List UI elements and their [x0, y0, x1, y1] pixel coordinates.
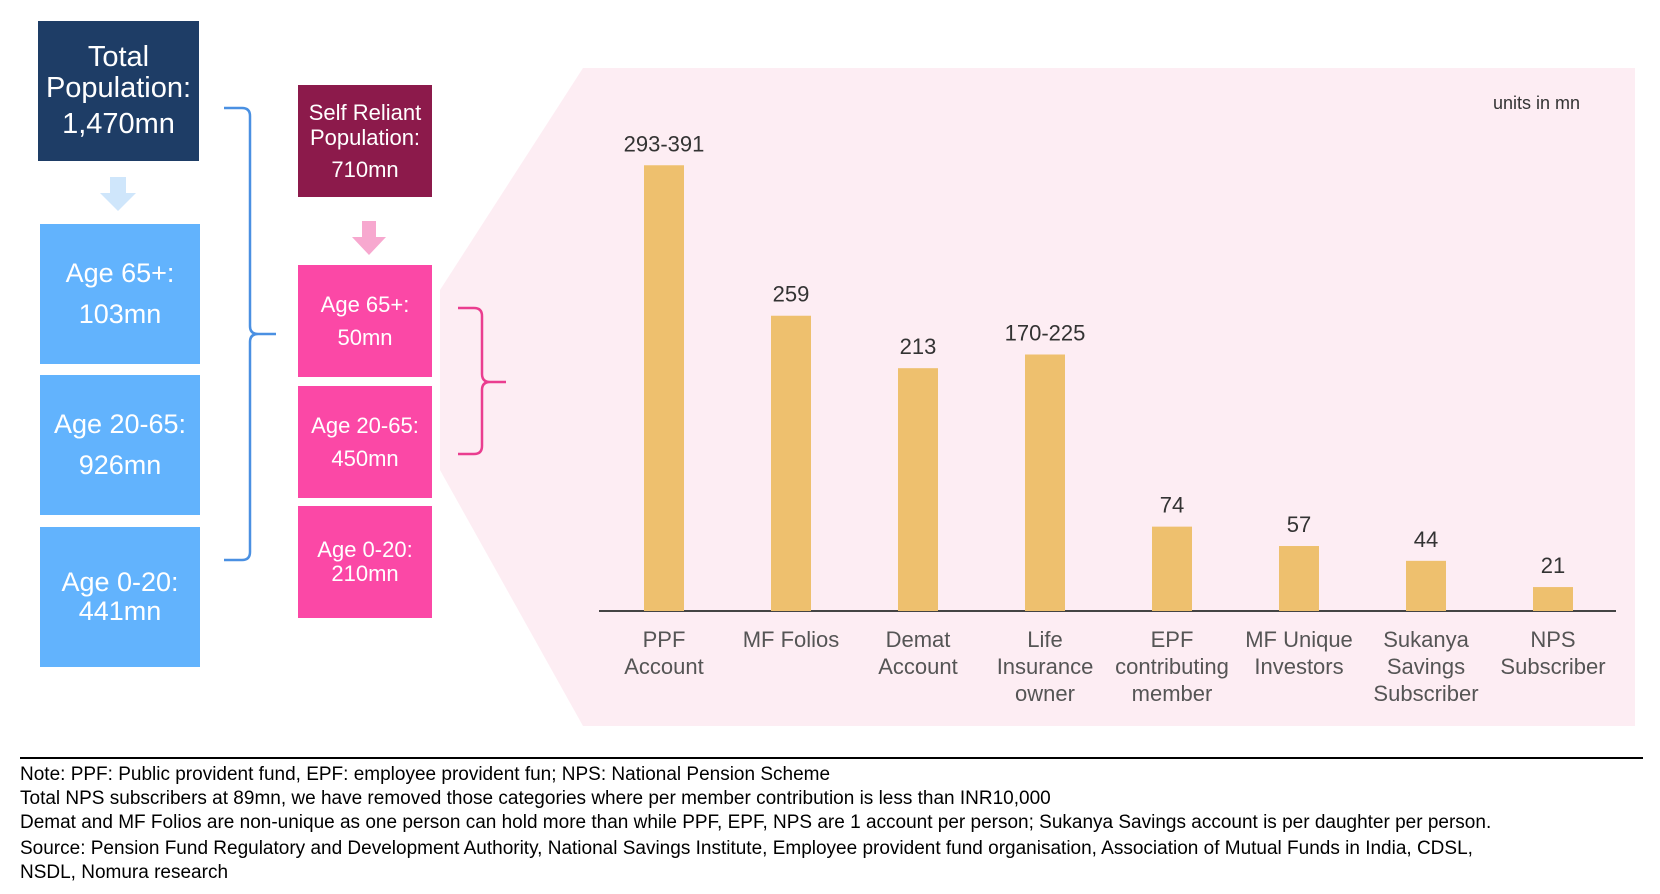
bar — [898, 368, 938, 611]
category-label: EPF contributing member — [1115, 627, 1229, 706]
total-population-box: Total Population: 1,470mn — [38, 21, 199, 161]
self-age-group-label: Age 20-65: — [311, 413, 419, 438]
self-reliant-subtitle: Population: — [309, 125, 421, 150]
self-age-group-box-20-65: Age 20-65: 450mn — [298, 386, 432, 498]
note-line: NSDL, Nomura research — [20, 862, 229, 883]
bar-value-label: 44 — [1414, 527, 1438, 552]
self-age-group-label: Age 65+: — [320, 292, 410, 317]
bar-value-label: 213 — [900, 334, 937, 359]
bar-value-label: 170-225 — [1005, 321, 1086, 346]
bar — [1406, 560, 1446, 611]
category-label: NPS Subscriber — [1500, 627, 1605, 679]
bar — [1533, 587, 1573, 611]
bar — [771, 315, 811, 611]
note-line: Source: Pension Fund Regulatory and Deve… — [20, 838, 1473, 859]
self-age-group-value: 450mn — [331, 446, 399, 471]
age-group-label: Age 65+: — [65, 258, 175, 288]
category-label: PPF Account — [624, 627, 704, 679]
category-label: Sukanya Savings Subscriber — [1373, 627, 1478, 706]
total-population-subtitle: Population: — [45, 72, 192, 104]
units-note: units in mn — [1493, 93, 1580, 113]
bar-value-label: 21 — [1541, 553, 1565, 578]
total-population-title: Total — [87, 41, 150, 73]
age-group-value: 103mn — [78, 299, 162, 329]
category-label: MF Unique Investors — [1245, 627, 1353, 679]
note-line: Note: PPF: Public provident fund, EPF: e… — [20, 764, 831, 785]
bar-value-label: 259 — [773, 282, 810, 307]
category-label: Life Insurance owner — [997, 627, 1094, 706]
bar — [1025, 354, 1065, 611]
age-group-box-65-plus: Age 65+: 103mn — [40, 224, 200, 364]
age-group-value: 926mn — [78, 450, 162, 480]
self-age-group-box-65-plus: Age 65+: 50mn — [298, 265, 432, 377]
age-group-value: 441mn — [78, 596, 162, 626]
bars-layer: 293-391 PPF Account 259 MF Folios 213 Demat Acc… — [624, 131, 1606, 706]
total-population-value: 1,470mn — [62, 108, 175, 140]
down-arrow-icon — [352, 221, 386, 255]
self-reliant-value: 710mn — [331, 157, 399, 182]
self-age-group-box-0-20: Age 0-20: 210mn — [298, 506, 432, 618]
category-label: MF Folios — [743, 627, 840, 652]
self-age-group-value: 210mn — [331, 561, 399, 586]
bar-value-label: 74 — [1160, 493, 1184, 518]
bar-value-label: 293-391 — [624, 131, 705, 156]
self-age-group-value: 50mn — [337, 325, 393, 350]
age-group-box-20-65: Age 20-65: 926mn — [40, 375, 200, 515]
age-group-label: Age 0-20: — [61, 567, 179, 597]
pink-bracket-icon — [458, 306, 506, 456]
bar — [644, 165, 684, 611]
self-reliant-title: Self Reliant — [308, 100, 422, 125]
self-age-group-label: Age 0-20: — [317, 537, 413, 562]
bar-value-label: 57 — [1287, 512, 1311, 537]
blue-bracket-icon — [224, 106, 276, 562]
down-arrow-icon — [100, 177, 136, 211]
bar — [1152, 526, 1192, 611]
self-reliant-population-box: Self Reliant Population: 710mn — [298, 85, 432, 197]
bar — [1279, 546, 1319, 611]
age-group-label: Age 20-65: — [53, 409, 187, 439]
note-line: Demat and MF Folios are non-unique as on… — [20, 812, 1492, 833]
notes-divider — [20, 757, 1643, 759]
note-line: Total NPS subscribers at 89mn, we have r… — [20, 788, 1051, 809]
notes-block: Note: PPF: Public provident fund, EPF: e… — [20, 763, 1650, 885]
category-label: Demat Account — [878, 627, 958, 679]
age-group-box-0-20: Age 0-20: 441mn — [40, 527, 200, 667]
